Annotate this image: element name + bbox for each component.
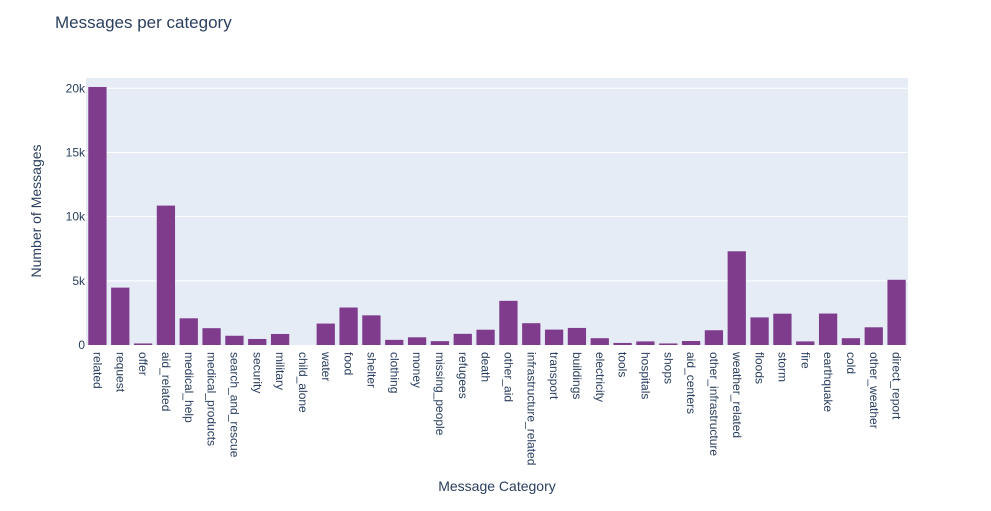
x-tick-label: earthquake	[821, 352, 835, 412]
y-tick-label: 15k	[66, 145, 86, 159]
x-tick-label: other_weather	[867, 352, 881, 429]
x-tick-label: offer	[136, 352, 150, 376]
x-tick-label: missing_people	[433, 352, 447, 436]
bars	[88, 86, 906, 346]
bar-other-aid	[499, 300, 518, 345]
bar-military	[270, 333, 290, 345]
y-tick-label: 20k	[66, 81, 86, 95]
bar-clothing	[385, 339, 404, 345]
bar-refugees	[453, 333, 472, 345]
x-tick-label: storm	[775, 352, 789, 382]
x-tick-label: other_aid	[501, 352, 515, 402]
x-tick-label: food	[342, 352, 356, 375]
x-tick-label: aid_related	[159, 352, 173, 411]
bar-tools	[613, 342, 632, 345]
x-tick-label: request	[113, 352, 127, 393]
bar-floods	[750, 317, 769, 345]
bar-offer	[133, 343, 153, 345]
x-tick-label: tools	[616, 352, 630, 377]
bar-buildings	[567, 327, 587, 345]
x-tick-label: child_alone	[296, 352, 310, 413]
bar-fire	[796, 341, 815, 345]
x-tick-label: medical_products	[205, 352, 219, 446]
bar-direct-report	[887, 279, 906, 345]
x-tick-label: weather_related	[730, 351, 744, 438]
x-tick-label: related	[90, 352, 104, 389]
x-tick-label: money	[410, 352, 424, 388]
x-tick-label: aid_centers	[684, 352, 698, 414]
bar-security	[248, 338, 267, 345]
x-tick-label: infrastructure_related	[524, 352, 538, 465]
chart-title: Messages per category	[55, 13, 232, 32]
x-tick-label: search_and_rescue	[227, 352, 241, 458]
x-tick-label: hospitals	[638, 352, 652, 399]
y-tick-label: 5k	[72, 274, 86, 288]
bar-hospitals	[636, 341, 655, 345]
x-tick-label: buildings	[570, 352, 584, 399]
x-tick-label: medical_help	[182, 352, 196, 423]
x-tick-label: direct_report	[890, 352, 904, 420]
x-tick-label: transport	[547, 352, 561, 400]
plot-area	[86, 78, 908, 345]
bar-cold	[841, 338, 861, 345]
bar-aid-centers	[681, 341, 701, 345]
bar-shelter	[362, 315, 381, 345]
gridlines	[86, 87, 908, 282]
x-tick-label: fire	[798, 352, 812, 369]
bar-request	[111, 287, 130, 345]
x-tick-labels: related request offer aid_related medical_he…	[90, 351, 903, 465]
x-tick-label: water	[319, 351, 333, 381]
bar-infrastructure-related	[522, 323, 541, 345]
bar-food	[339, 307, 358, 345]
bar-electricity	[590, 338, 609, 345]
bar-transport	[544, 329, 564, 345]
bar-aid-related	[156, 205, 176, 345]
bar-death	[476, 329, 495, 345]
y-tick-labels: 0 5k 10k 15k 20k	[66, 81, 86, 352]
bar-search-and-rescue	[225, 335, 244, 345]
bar-other-infrastructure	[704, 330, 724, 345]
x-tick-label: electricity	[593, 352, 607, 402]
y-tick-label: 10k	[66, 210, 86, 224]
y-tick-label: 0	[78, 338, 85, 352]
x-tick-label: shops	[661, 352, 675, 384]
bar-medical-help	[179, 318, 198, 345]
x-tick-label: military	[273, 352, 287, 390]
bar-medical-products	[202, 328, 221, 345]
bar-earthquake	[818, 313, 838, 345]
x-tick-label: clothing	[387, 352, 401, 393]
bar-storm	[773, 313, 792, 345]
x-tick-label: cold	[844, 352, 858, 374]
bar-shops	[659, 343, 678, 345]
bar-related	[88, 86, 107, 346]
bar-missing-people	[430, 341, 450, 345]
y-axis-title: Number of Messages	[28, 144, 44, 277]
x-tick-label: security	[250, 352, 264, 393]
x-tick-label: floods	[753, 352, 767, 384]
bar-weather-related	[727, 251, 746, 345]
x-tick-label: shelter	[364, 352, 378, 388]
bar-other-weather	[864, 327, 883, 345]
x-tick-label: refugees	[456, 352, 470, 399]
bar-money	[407, 337, 427, 345]
x-axis-title: Message Category	[438, 478, 556, 494]
x-tick-label: death	[479, 352, 493, 382]
x-tick-label: other_infrastructure	[707, 352, 721, 456]
bar-water	[316, 323, 335, 345]
